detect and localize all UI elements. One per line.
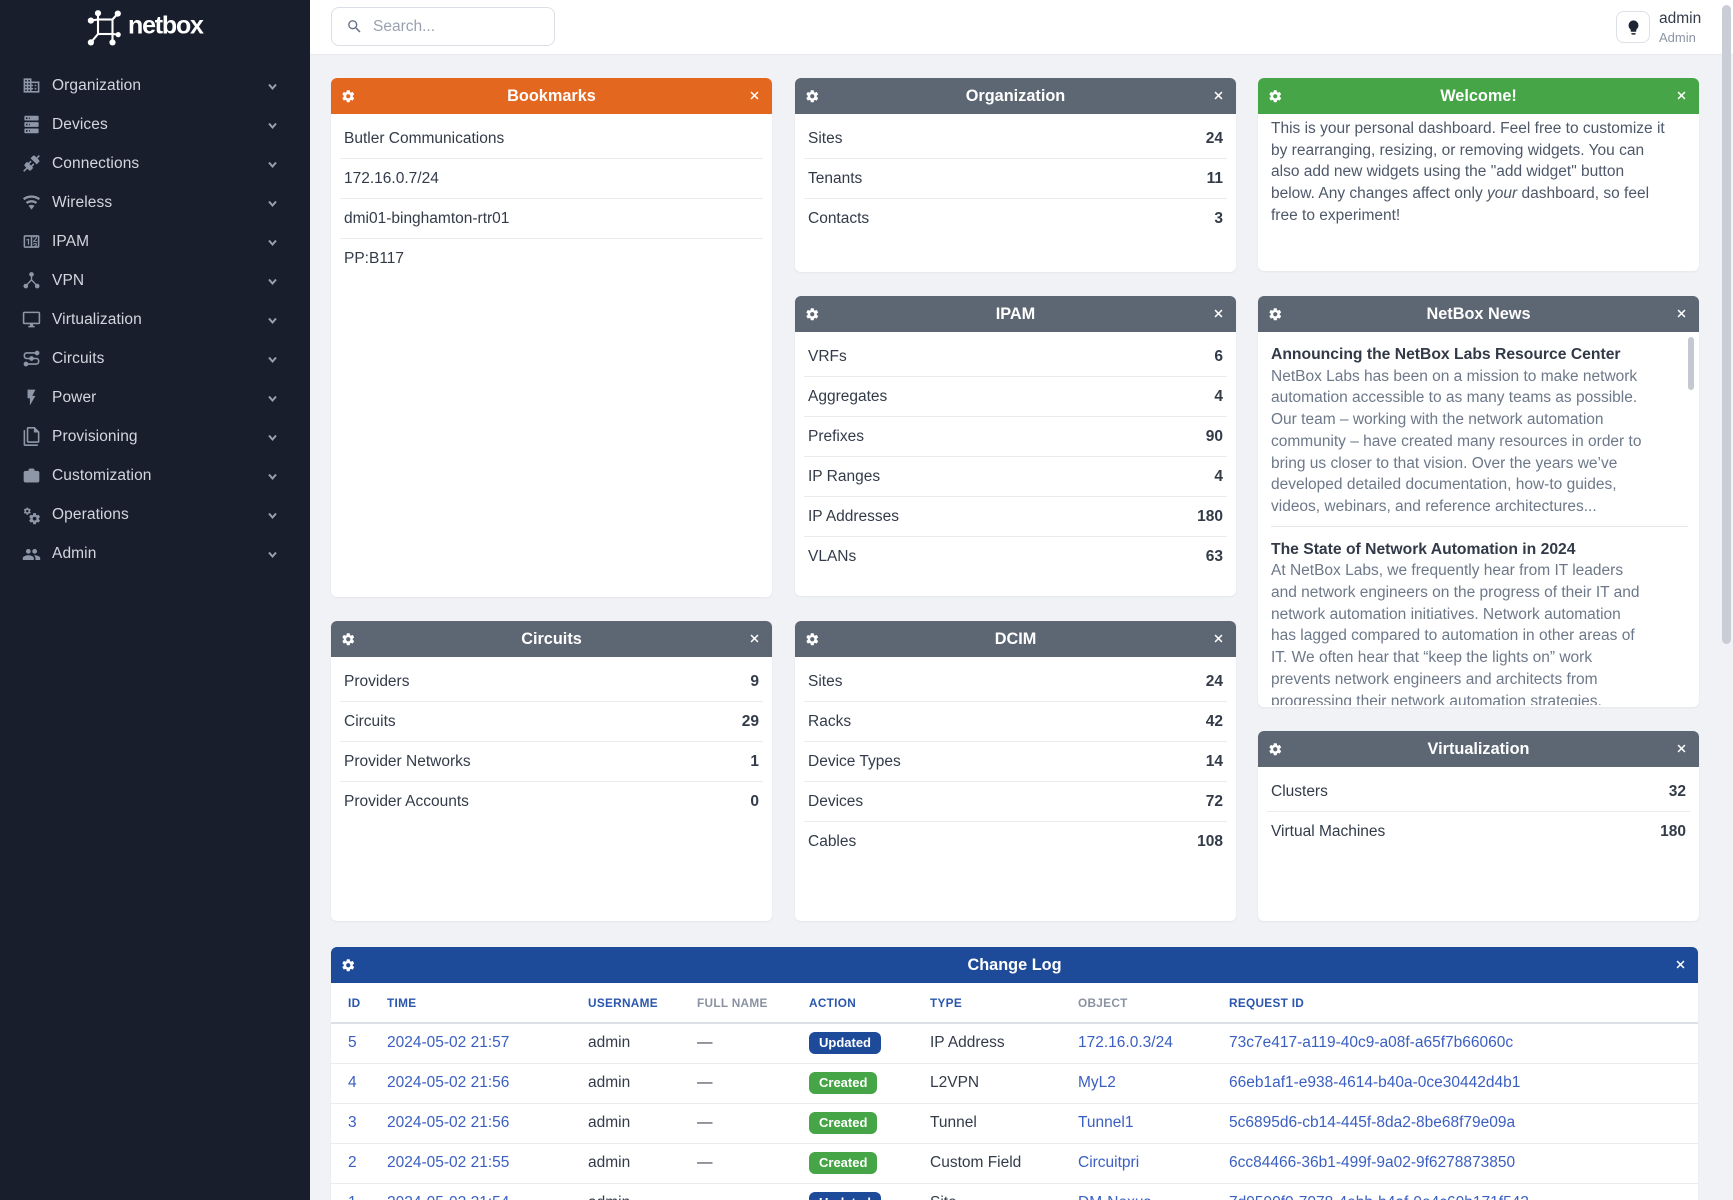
svg-text:netbox: netbox [128, 12, 204, 40]
